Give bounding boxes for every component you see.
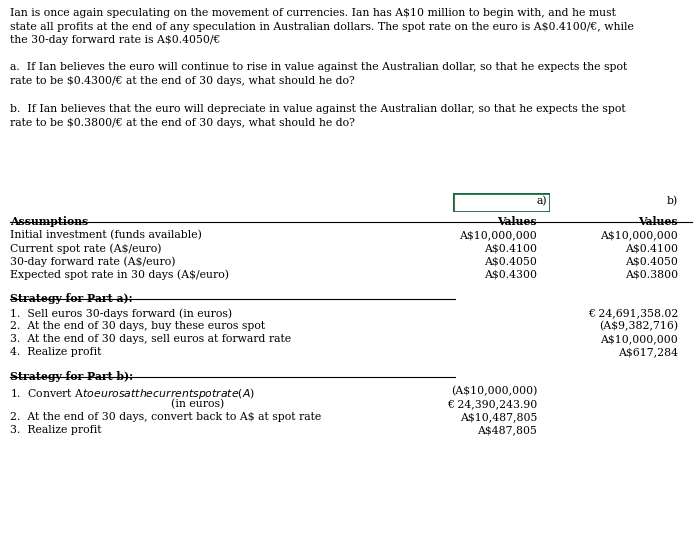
Text: A$0.4100: A$0.4100 [625,243,678,253]
Text: 1.  Sell euros 30-days forward (in euros): 1. Sell euros 30-days forward (in euros) [10,308,232,319]
Text: state all profits at the end of any speculation in Australian dollars. The spot : state all profits at the end of any spec… [10,22,634,31]
Text: Initial investment (funds available): Initial investment (funds available) [10,230,202,240]
Text: A$0.3800: A$0.3800 [625,269,678,279]
Text: b): b) [667,196,678,206]
Text: A$10,000,000: A$10,000,000 [600,334,678,344]
Text: A$10,487,805: A$10,487,805 [459,412,537,422]
Text: 2.  At the end of 30 days, convert back to A$ at spot rate: 2. At the end of 30 days, convert back t… [10,412,321,422]
Text: € 24,691,358.02: € 24,691,358.02 [588,308,678,318]
Text: Strategy for Part b):: Strategy for Part b): [10,371,133,382]
Text: A$0.4100: A$0.4100 [484,243,537,253]
Text: Ian is once again speculating on the movement of currencies. Ian has A$10 millio: Ian is once again speculating on the mov… [10,8,616,18]
Text: (in euros): (in euros) [10,399,224,410]
Text: A$0.4050: A$0.4050 [484,256,537,266]
Text: the 30-day forward rate is A$0.4050/€: the 30-day forward rate is A$0.4050/€ [10,35,220,45]
Text: a.  If Ian believes the euro will continue to rise in value against the Australi: a. If Ian believes the euro will continu… [10,62,627,72]
Text: (A$10,000,000): (A$10,000,000) [451,386,537,396]
Text: A$617,284: A$617,284 [618,347,678,357]
Text: 2.  At the end of 30 days, buy these euros spot: 2. At the end of 30 days, buy these euro… [10,321,265,331]
Text: Current spot rate (A$/euro): Current spot rate (A$/euro) [10,243,162,253]
FancyBboxPatch shape [453,193,550,212]
Text: 3.  Realize profit: 3. Realize profit [10,425,102,435]
Text: A$10,000,000: A$10,000,000 [459,230,537,240]
Text: A$0.4300: A$0.4300 [484,269,537,279]
Text: Strategy for Part a):: Strategy for Part a): [10,293,132,304]
Text: rate to be $0.4300/€ at the end of 30 days, what should he do?: rate to be $0.4300/€ at the end of 30 da… [10,76,355,86]
Text: 4.  Realize profit: 4. Realize profit [10,347,101,357]
Text: A$487,805: A$487,805 [477,425,537,435]
Text: 30-day forward rate (A$/euro): 30-day forward rate (A$/euro) [10,256,176,267]
Text: 3.  At the end of 30 days, sell euros at forward rate: 3. At the end of 30 days, sell euros at … [10,334,291,344]
Text: € 24,390,243.90: € 24,390,243.90 [447,399,537,409]
Text: 1.  Convert A$ to euros at the current spot rate (A$): 1. Convert A$ to euros at the current sp… [10,386,255,401]
Text: b.  If Ian believes that the euro will depreciate in value against the Australia: b. If Ian believes that the euro will de… [10,104,626,114]
Text: Values: Values [638,216,678,227]
Text: Assumptions: Assumptions [10,216,89,227]
Text: (A$9,382,716): (A$9,382,716) [599,321,678,331]
Text: A$10,000,000: A$10,000,000 [600,230,678,240]
Text: A$0.4050: A$0.4050 [625,256,678,266]
Text: a): a) [537,196,547,206]
Text: rate to be $0.3800/€ at the end of 30 days, what should he do?: rate to be $0.3800/€ at the end of 30 da… [10,118,355,128]
Text: Expected spot rate in 30 days (A$/euro): Expected spot rate in 30 days (A$/euro) [10,269,229,279]
Text: Values: Values [498,216,537,227]
